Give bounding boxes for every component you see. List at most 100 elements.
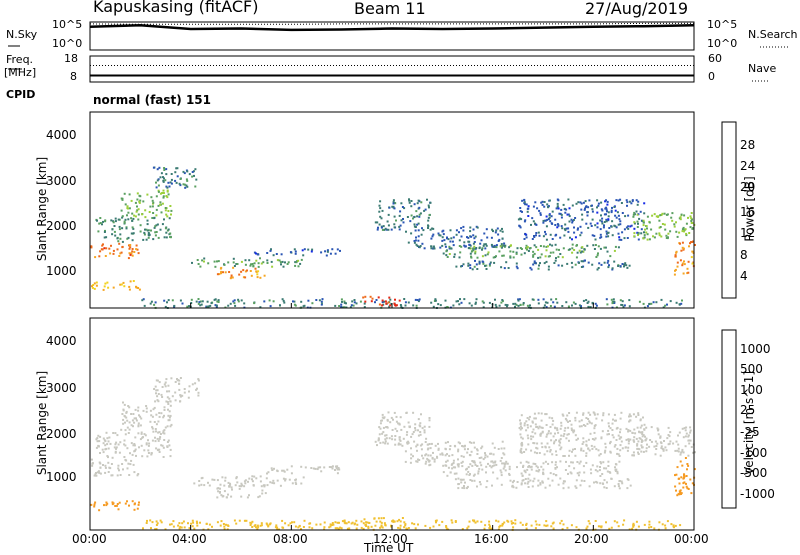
velocity-cell bbox=[542, 468, 545, 471]
velocity-cell bbox=[114, 451, 117, 454]
velocity-cell bbox=[526, 424, 529, 426]
velocity-cell bbox=[95, 438, 98, 441]
velocity-cell bbox=[102, 442, 105, 445]
power-cell bbox=[385, 302, 388, 305]
velocity-cell bbox=[403, 425, 406, 428]
velocity-cell bbox=[557, 431, 560, 434]
noise-series-0 bbox=[89, 24, 695, 32]
velocity-cell bbox=[525, 524, 528, 526]
velocity-cell bbox=[441, 453, 444, 456]
velocity-cell bbox=[672, 442, 675, 445]
velocity-cell bbox=[399, 439, 402, 442]
power-cell bbox=[637, 232, 640, 235]
velocity-cell bbox=[118, 469, 120, 472]
power-cell bbox=[472, 242, 475, 245]
velocity-cell bbox=[337, 467, 340, 469]
velocity-cell bbox=[482, 458, 485, 461]
velocity-cell bbox=[222, 523, 225, 525]
velocity-cell bbox=[529, 425, 532, 428]
power-cell bbox=[684, 228, 687, 231]
power-cell bbox=[675, 230, 678, 233]
velocity-cell bbox=[414, 527, 417, 530]
power-cell bbox=[152, 166, 155, 169]
power-cell bbox=[580, 231, 583, 234]
power-cell bbox=[552, 301, 555, 304]
power-cell bbox=[520, 218, 523, 221]
velocity-cell bbox=[362, 522, 365, 525]
velocity-cell bbox=[580, 479, 583, 482]
velocity-cell bbox=[689, 439, 692, 442]
power-cell bbox=[270, 260, 273, 263]
power-cell bbox=[121, 216, 124, 219]
power-cell bbox=[450, 237, 453, 240]
velocity-cell bbox=[589, 432, 592, 435]
power-cell bbox=[475, 298, 478, 301]
power-cell bbox=[503, 267, 506, 270]
velocity-cell bbox=[381, 413, 384, 416]
velocity-cell bbox=[424, 441, 427, 443]
velocity-cell bbox=[508, 468, 511, 471]
velocity-cell bbox=[411, 433, 414, 436]
velocity-cell bbox=[406, 441, 409, 444]
power-cell bbox=[439, 246, 442, 249]
velocity-cell bbox=[473, 441, 475, 444]
power-cell bbox=[470, 256, 473, 259]
velocity-cell bbox=[452, 462, 455, 464]
velocity-cell bbox=[197, 391, 200, 394]
power-cell bbox=[688, 232, 691, 234]
velocity-cell bbox=[645, 437, 648, 440]
velocity-cell bbox=[379, 422, 382, 425]
velocity-cell bbox=[545, 424, 548, 426]
power-cell bbox=[166, 215, 169, 218]
velocity-cell bbox=[641, 435, 644, 438]
velocity-cell bbox=[406, 431, 409, 434]
velocity-cell bbox=[660, 447, 663, 449]
velocity-cell bbox=[519, 428, 522, 431]
velocity-cell bbox=[109, 467, 112, 470]
power-cell bbox=[213, 260, 216, 263]
velocity-cell bbox=[484, 452, 486, 455]
power-cell bbox=[412, 217, 414, 220]
power-cell bbox=[466, 236, 468, 239]
velocity-cell bbox=[395, 415, 398, 418]
velocity-cell bbox=[568, 449, 571, 452]
velocity-cell bbox=[393, 411, 396, 414]
power-cell bbox=[623, 263, 626, 266]
velocity-cell bbox=[152, 408, 155, 411]
power-cell bbox=[560, 213, 563, 216]
velocity-cell bbox=[585, 527, 588, 530]
velocity-cell bbox=[544, 413, 547, 416]
power-cell bbox=[458, 256, 461, 259]
velocity-cell bbox=[437, 442, 439, 445]
power-cell bbox=[352, 304, 355, 307]
power-cell bbox=[295, 261, 298, 264]
velocity-cell bbox=[133, 443, 136, 445]
power-cell bbox=[123, 221, 126, 224]
velocity-cell bbox=[419, 433, 422, 436]
power-cell bbox=[165, 213, 168, 216]
power-cell bbox=[587, 300, 590, 303]
velocity-cell bbox=[591, 447, 594, 450]
power-cell bbox=[627, 225, 630, 228]
freq-lines bbox=[90, 65, 694, 77]
power-cell bbox=[106, 281, 109, 284]
power-cell bbox=[515, 265, 518, 268]
velocity-cell bbox=[523, 424, 526, 427]
power-cell bbox=[562, 203, 565, 206]
power-cell bbox=[452, 304, 455, 307]
velocity-cell bbox=[354, 522, 357, 525]
velocity-cell bbox=[476, 485, 478, 488]
velocity-cell bbox=[115, 447, 117, 450]
power-cell bbox=[504, 303, 507, 306]
power-cell bbox=[550, 222, 553, 225]
power-cell bbox=[611, 268, 614, 271]
velocity-cell bbox=[530, 438, 533, 441]
power-cell bbox=[625, 199, 628, 202]
velocity-cell bbox=[594, 469, 597, 472]
power-cell bbox=[179, 184, 182, 187]
power-cell bbox=[170, 213, 172, 216]
velocity-cell bbox=[355, 519, 358, 522]
power-cell bbox=[519, 226, 522, 229]
velocity-cell bbox=[198, 480, 201, 482]
power-cell bbox=[555, 248, 558, 251]
